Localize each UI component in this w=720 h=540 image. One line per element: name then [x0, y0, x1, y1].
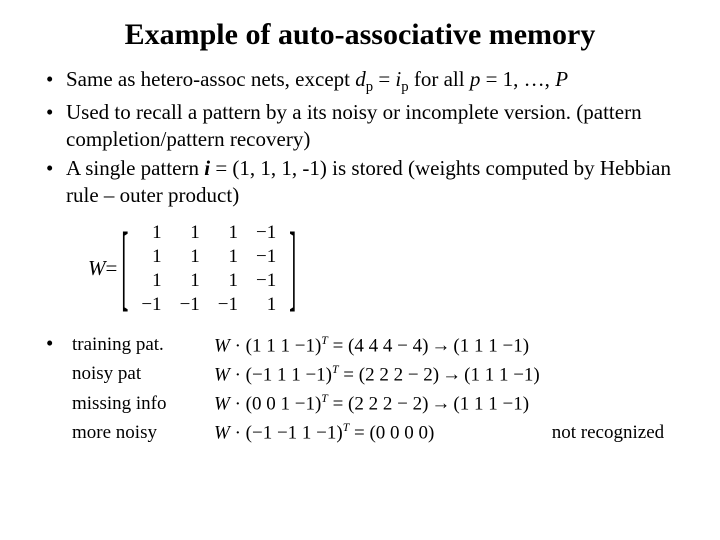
m-1-2: 1	[209, 245, 247, 269]
ex1-label: noisy pat	[66, 360, 208, 389]
ex0-tail	[546, 331, 670, 360]
ex0-r2: (1 1 1 −1)	[453, 335, 529, 356]
m-1-1: 1	[171, 245, 209, 269]
slide: Example of auto-associative memory Same …	[0, 0, 720, 458]
ex2-vec: (0 0 1 −1)	[246, 393, 322, 414]
examples-bullet: training pat. W · (1 1 1 −1)T = (4 4 4 −…	[46, 331, 680, 448]
bullet-1-i-sub: p	[401, 79, 408, 95]
ex3-vec: (−1 −1 1 −1)	[246, 423, 343, 444]
slide-title: Example of auto-associative memory	[40, 18, 680, 52]
ex1-arr: →	[439, 364, 464, 385]
m-3-1: −1	[171, 293, 209, 317]
m-3-0: −1	[132, 293, 170, 317]
m-1-3: −1	[247, 245, 285, 269]
bullet-1: Same as hetero-assoc nets, except dp = i…	[46, 66, 680, 97]
bullet-1-text-a: Same as hetero-assoc nets, except	[66, 67, 355, 91]
bullet-1-P: P	[555, 67, 568, 91]
ex3-eq: W · (−1 −1 1 −1)T = (0 0 0 0)	[208, 418, 546, 447]
m-3-2: −1	[209, 293, 247, 317]
ex0-dot: ·	[230, 335, 246, 356]
bullet-1-post: for all	[409, 67, 470, 91]
weight-matrix-equation: W = [ 1 1 1 −1 1 1 1 −1 1 1	[88, 221, 680, 317]
examples-li: training pat. W · (1 1 1 −1)T = (4 4 4 −…	[46, 331, 680, 448]
ex3-tail: not recognized	[546, 418, 670, 447]
m-0-0: 1	[132, 221, 170, 245]
ex0-eq: W · (1 1 1 −1)T = (4 4 4 − 4)→(1 1 1 −1)	[208, 331, 546, 360]
ex0-vec: (1 1 1 −1)	[246, 335, 322, 356]
ex2-W: W	[214, 393, 230, 414]
ex0-arr: →	[428, 335, 453, 356]
m-3-3: 1	[247, 293, 285, 317]
bullet-1-d-sub: p	[366, 79, 373, 95]
ex0-eqs: =	[328, 335, 348, 356]
ex3-dot: ·	[230, 423, 246, 444]
ex3-r1: (0 0 0 0)	[369, 423, 434, 444]
matrix-row-3: −1 −1 −1 1	[132, 293, 285, 317]
ex2-r2: (1 1 1 −1)	[453, 393, 529, 414]
ex1-tail	[546, 360, 670, 389]
ex0-W: W	[214, 335, 230, 356]
bullet-3-text-a: A single pattern	[66, 156, 204, 180]
ex1-eq: W · (−1 1 1 −1)T = (2 2 2 − 2)→(1 1 1 −1…	[208, 360, 546, 389]
ex3-label: more noisy	[66, 418, 208, 447]
matrix-eq: =	[106, 256, 118, 281]
m-2-3: −1	[247, 269, 285, 293]
m-2-2: 1	[209, 269, 247, 293]
bullet-2-text-a: Used to recall a pattern by a its noisy …	[66, 100, 576, 124]
matrix-row-2: 1 1 1 −1	[132, 269, 285, 293]
bullet-1-d: d	[355, 67, 366, 91]
bullet-list: Same as hetero-assoc nets, except dp = i…	[46, 66, 680, 209]
matrix-W: W	[88, 256, 106, 281]
ex1-W: W	[214, 364, 230, 385]
ex3-W: W	[214, 423, 230, 444]
m-2-1: 1	[171, 269, 209, 293]
matrix-left-bracket: [	[121, 211, 128, 326]
m-0-3: −1	[247, 221, 285, 245]
matrix-right-bracket: ]	[289, 211, 296, 326]
examples-table: training pat. W · (1 1 1 −1)T = (4 4 4 −…	[66, 331, 670, 448]
examples-block: training pat. W · (1 1 1 −1)T = (4 4 4 −…	[66, 331, 680, 448]
bullet-2: Used to recall a pattern by a its noisy …	[46, 99, 680, 153]
example-row-0: training pat. W · (1 1 1 −1)T = (4 4 4 −…	[66, 331, 670, 360]
ex2-eqs: =	[328, 393, 348, 414]
ex2-arr: →	[428, 393, 453, 414]
ex2-dot: ·	[230, 393, 246, 414]
ex1-r1: (2 2 2 − 2)	[359, 364, 439, 385]
ex2-r1: (2 2 2 − 2)	[348, 393, 428, 414]
example-row-1: noisy pat W · (−1 1 1 −1)T = (2 2 2 − 2)…	[66, 360, 670, 389]
bullet-1-tail: = 1, …,	[480, 67, 555, 91]
example-row-3: more noisy W · (−1 −1 1 −1)T = (0 0 0 0)…	[66, 418, 670, 447]
ex1-dot: ·	[230, 364, 246, 385]
bullet-1-eq: =	[373, 67, 395, 91]
matrix-row-1: 1 1 1 −1	[132, 245, 285, 269]
ex1-eqs: =	[339, 364, 359, 385]
ex1-vec: (−1 1 1 −1)	[246, 364, 332, 385]
ex0-r1: (4 4 4 − 4)	[348, 335, 428, 356]
bullet-3: A single pattern i = (1, 1, 1, -1) is st…	[46, 155, 680, 209]
m-0-1: 1	[171, 221, 209, 245]
matrix-row-0: 1 1 1 −1	[132, 221, 285, 245]
ex2-eq: W · (0 0 1 −1)T = (2 2 2 − 2)→(1 1 1 −1)	[208, 389, 546, 418]
m-1-0: 1	[132, 245, 170, 269]
ex2-tail	[546, 389, 670, 418]
ex1-r2: (1 1 1 −1)	[464, 364, 540, 385]
ex3-eqs: =	[349, 423, 369, 444]
bullet-1-p: p	[470, 67, 481, 91]
m-0-2: 1	[209, 221, 247, 245]
weight-matrix: 1 1 1 −1 1 1 1 −1 1 1 1 −1	[132, 221, 285, 317]
ex2-label: missing info	[66, 389, 208, 418]
m-2-0: 1	[132, 269, 170, 293]
example-row-2: missing info W · (0 0 1 −1)T = (2 2 2 − …	[66, 389, 670, 418]
ex0-label: training pat.	[66, 331, 208, 360]
